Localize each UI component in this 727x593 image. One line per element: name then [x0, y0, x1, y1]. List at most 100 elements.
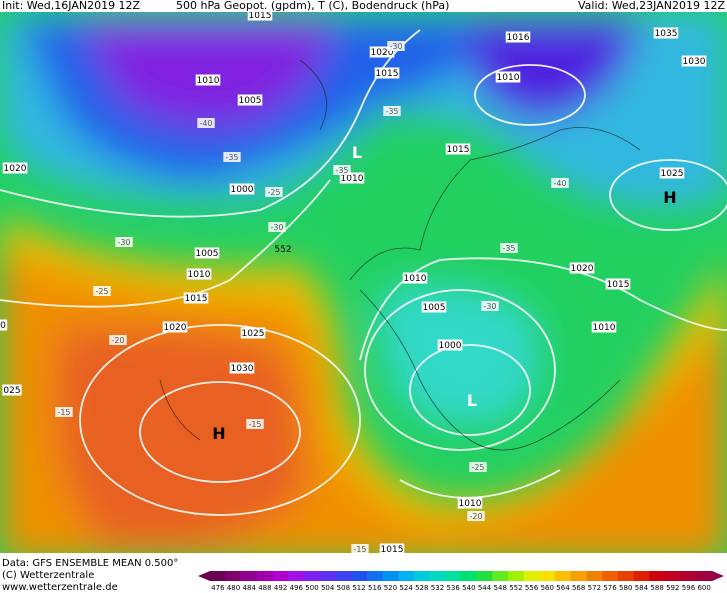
legend-arrow-right [712, 571, 724, 581]
legend-cell [319, 571, 336, 581]
legend-cell [445, 571, 462, 581]
pressure-label: 1000 [439, 341, 462, 351]
pressure-label: 1015 [607, 280, 630, 290]
legend-arrow-left [198, 571, 210, 581]
legend-tick-label: 584 [635, 584, 649, 592]
legend-cell [366, 571, 384, 581]
pressure-label-box [162, 321, 188, 333]
pressure-label: 1010 [593, 323, 616, 333]
pressure-label-box [229, 362, 255, 374]
legend-tick-label: 572 [588, 584, 601, 592]
pressure-label: 1005 [239, 96, 262, 106]
temperature-label: -25 [267, 188, 280, 197]
legend-cell [570, 571, 587, 581]
pressure-label-box [505, 31, 531, 43]
legend-cell [398, 571, 415, 581]
temperature-label: -25 [471, 463, 484, 472]
legend-tick-label: 536 [446, 584, 460, 592]
legend-tick-label: 492 [274, 584, 287, 592]
legend-tick-label: 484 [243, 584, 257, 592]
temperature-label-box [223, 152, 241, 162]
pressure-label: 1025 [661, 169, 684, 179]
temperature-label-box [246, 419, 264, 429]
pressure-label-box [194, 247, 220, 259]
legend-tick-label: 600 [697, 584, 710, 592]
pressure-center: L [467, 391, 477, 410]
temperature-label-box [93, 286, 111, 296]
temperature-label: -15 [353, 545, 366, 554]
pressure-label-box [653, 27, 679, 39]
temperature-label-box [265, 187, 283, 197]
pressure-label-box [457, 497, 483, 509]
pressure-label: 1030 [231, 364, 254, 374]
legend-tick-label: 580 [619, 584, 632, 592]
pressure-label: 1010 [341, 174, 364, 184]
legend-cell [429, 571, 446, 581]
pressure-center: H [212, 424, 225, 443]
legend-tick-label: 592 [666, 584, 679, 592]
temperature-label-box [551, 178, 569, 188]
legend-tick-label: 508 [337, 584, 350, 592]
legend-tick-label: 576 [603, 584, 617, 592]
temperature-label: -35 [335, 166, 348, 175]
website: www.wetterzentrale.de [2, 582, 118, 593]
legend-tick-label: 528 [415, 584, 428, 592]
pressure-label: 1015 [249, 11, 272, 21]
temperature-label-box [109, 335, 127, 345]
temperature-label-box [268, 222, 286, 232]
temperature-label: -40 [199, 119, 212, 128]
legend-tick-label: 548 [494, 584, 507, 592]
pressure-label: 1010 [459, 499, 482, 509]
pressure-label-box [240, 327, 266, 339]
legend-tick-label: 496 [290, 584, 304, 592]
legend-cell [586, 571, 603, 581]
legend-tick-label: 532 [431, 584, 444, 592]
temperature-label: -30 [389, 42, 402, 51]
temperature-label: -35 [502, 244, 515, 253]
pressure-label-box [2, 162, 28, 174]
pressure-label: 1015 [185, 294, 208, 304]
legend-cell [617, 571, 635, 581]
legend-cell [649, 571, 666, 581]
legend-cell [210, 571, 227, 581]
legend-cell [413, 571, 431, 581]
pressure-label-box [2, 384, 22, 396]
pressure-label-box [339, 172, 365, 184]
pressure-label: 1005 [423, 303, 446, 313]
temperature-label: -30 [117, 238, 130, 247]
header-bar [0, 0, 727, 12]
temperature-label-box [387, 41, 405, 51]
pressure-label: 1010 [497, 73, 520, 83]
pressure-label-box [681, 55, 707, 67]
temperature-label-box [351, 544, 369, 554]
temperature-label-box [383, 106, 401, 116]
pressure-label: 1015 [447, 145, 470, 155]
pressure-label: 1016 [507, 33, 530, 43]
color-legend: 476 480 484 488 492 496 500 504 508 512 516 520 524 5… [198, 571, 724, 592]
pressure-label: 1020 [164, 323, 187, 333]
map-labels: 1015 1020 1015 1010 1005 1016 1035 1030 1010 1015… [0, 9, 707, 555]
legend-tick-label: 596 [682, 584, 696, 592]
map-title: 500 hPa Geopot. (gpdm), T (C), Bodendruc… [176, 0, 449, 12]
legend-cell [304, 571, 321, 581]
pressure-label: 025 [3, 386, 20, 396]
legend-cell [288, 571, 305, 581]
legend-cell [492, 571, 509, 581]
legend-cell [382, 571, 399, 581]
legend-tick-label: 552 [509, 584, 522, 592]
map-area [0, 12, 727, 553]
temperature-label: -30 [270, 223, 283, 232]
pressure-label-box [569, 262, 595, 274]
pressure-label: 1020 [371, 48, 394, 58]
temperature-label: -15 [57, 408, 70, 417]
legend-tick-label: 524 [399, 584, 413, 592]
pressure-label-box [591, 321, 617, 333]
legend-cell [335, 571, 352, 581]
pressure-label: 1025 [242, 329, 265, 339]
legend-tick-label: 588 [650, 584, 663, 592]
geopotential-label: 552 [274, 245, 291, 255]
temperature-label-box [469, 462, 487, 472]
temperature-label-box [55, 407, 73, 417]
temperature-label-box [467, 511, 485, 521]
init-time: Init: Wed,16JAN2019 12Z [2, 0, 141, 12]
